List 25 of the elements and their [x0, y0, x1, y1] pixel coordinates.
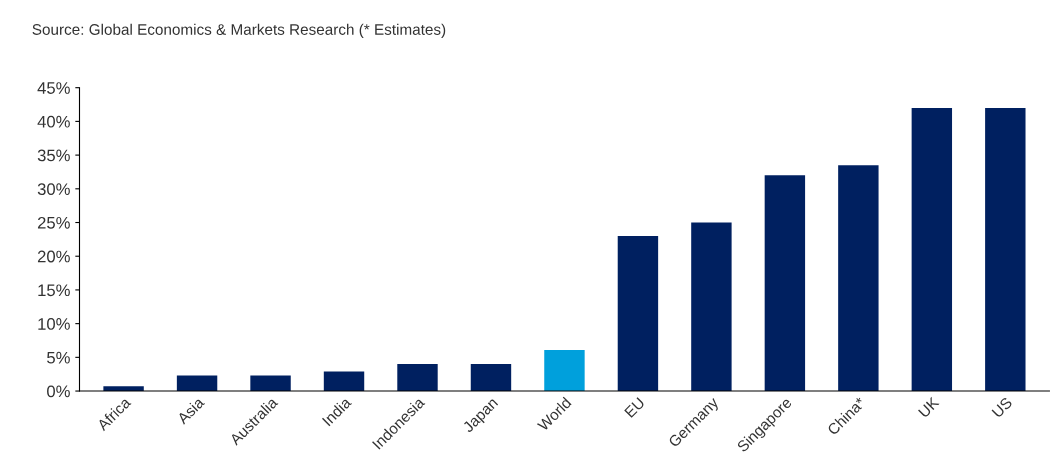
bar — [985, 107, 1026, 392]
x-tick-label: EU — [624, 397, 646, 418]
bar — [764, 175, 806, 392]
bar — [544, 349, 585, 392]
y-tick-label: 25% — [37, 216, 70, 229]
y-tick-label: 40% — [37, 115, 70, 128]
bar — [470, 364, 512, 392]
bar — [323, 371, 365, 392]
x-tick-label: US — [991, 396, 1013, 419]
source-note: Source: Global Economics & Markets Research (* Estimates) — [32, 23, 446, 38]
y-tick-label: 10% — [38, 318, 70, 330]
bar — [397, 364, 438, 392]
bar — [691, 222, 732, 392]
bar — [911, 107, 953, 392]
y-tick-label: 35% — [37, 149, 70, 162]
bar — [617, 236, 659, 392]
x-tick-label: UK — [918, 396, 940, 419]
y-tick-label: 5% — [47, 351, 70, 364]
y-tick-label: 0% — [47, 385, 70, 398]
y-tick-label: 15% — [38, 284, 70, 297]
bar — [250, 375, 291, 392]
y-tick-label: 45% — [37, 82, 70, 94]
bar — [838, 165, 879, 392]
y-tick-label: 20% — [37, 250, 70, 263]
y-tick-label: 30% — [37, 183, 70, 196]
